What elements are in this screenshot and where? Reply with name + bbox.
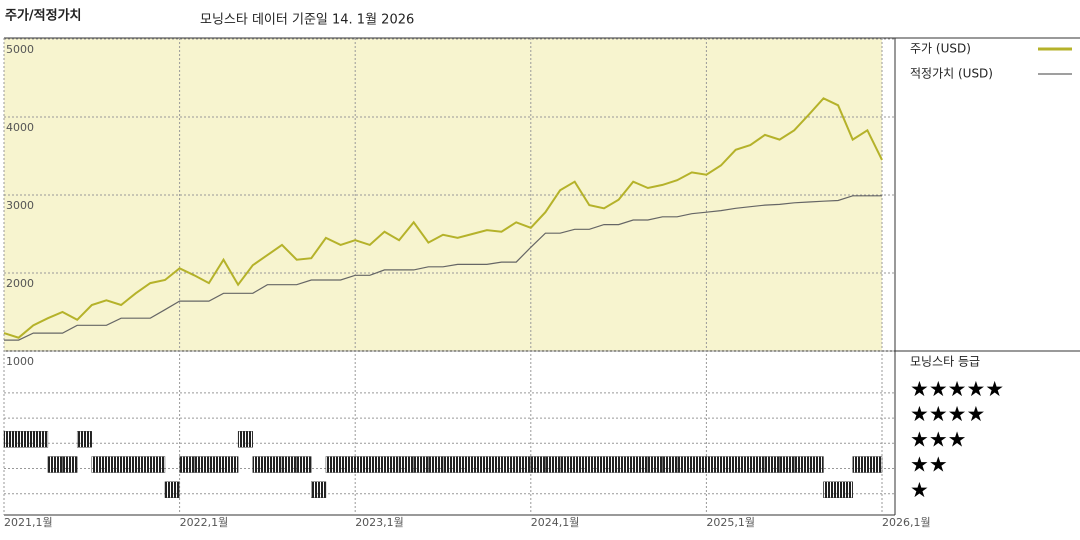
rating-bar [398,456,414,473]
rating-bar [794,456,810,473]
rating-bar [486,456,502,473]
rating-bar [281,456,297,473]
rating-bar [120,456,136,473]
rating-bar [618,456,634,473]
rating-bar [764,456,780,473]
rating-bar [691,456,707,473]
rating-bar [223,456,239,473]
rating-bar [589,456,605,473]
rating-bar [442,456,458,473]
rating-bar [296,456,312,473]
legend-label: 주가 (USD) [910,42,971,56]
y-tick-label: 3000 [6,199,34,212]
rating-bar [647,456,663,473]
x-tick-label: 2021,1월 [4,516,53,529]
x-tick-label: 2023,1월 [355,516,404,529]
rating-bar [208,456,224,473]
rating-bar [808,456,824,473]
plot-background [4,38,882,351]
rating-bar [91,456,107,473]
legend-label: 적정가치 (USD) [910,67,993,81]
rating-bar [706,456,722,473]
rating-bar [428,456,444,473]
rating-bar [545,456,561,473]
rating-bar [603,456,619,473]
rating-bar [267,456,283,473]
series-line [4,195,882,341]
series-line [3,97,883,339]
chart-subtitle: 모닝스타 데이터 기준일 14. 1월 2026 [200,13,414,28]
rating-bar [106,456,122,473]
x-tick-label: 2025,1월 [706,516,755,529]
rating-bar [867,456,883,473]
rating-bar [750,456,766,473]
rating-bar [852,456,868,473]
rating-bar [515,456,532,473]
y-tick-label: 4000 [6,121,34,134]
y-tick-label: ★★★ [910,427,966,451]
rating-bar [164,481,180,498]
rating-bar [135,456,151,473]
rating-bar [62,456,78,473]
rating-bar [837,481,853,498]
rating-bar [237,431,253,448]
rating-title: 모닝스타 등급 [910,355,980,369]
rating-bar [735,456,751,473]
rating-bar [574,456,590,473]
rating-bar [18,431,34,448]
y-tick-label: ★★★★★ [910,377,1004,401]
rating-bar [633,456,649,473]
rating-bar [33,431,49,448]
rating-bar [530,456,546,473]
y-tick-label: ★★★★ [910,402,985,426]
rating-bar [194,456,210,473]
rating-bar [76,431,92,448]
rating-bar [823,481,839,498]
y-tick-label: ★★ [910,453,948,477]
chart-title: 주가/적정가치 [5,8,82,24]
rating-bar [676,456,692,473]
rating-bar [150,456,166,473]
x-tick-label: 2026,1월 [882,516,931,529]
rating-bar [501,456,517,473]
y-tick-label: 5000 [6,43,34,56]
rating-bar [3,431,19,448]
rating-bar [355,456,371,473]
rating-bar [369,456,385,473]
y-tick-label: 1000 [6,355,34,368]
y-tick-label: ★ [910,478,929,502]
rating-bar [325,456,341,473]
rating-bar [472,456,488,473]
x-tick-label: 2022,1월 [180,516,229,529]
rating-bar [384,456,400,473]
rating-bar [340,456,356,473]
rating-bar [779,456,795,473]
y-tick-label: 2000 [6,277,34,290]
rating-bar [559,456,575,473]
rating-bar [252,456,268,473]
rating-bar [47,456,63,473]
rating-bar [662,456,678,473]
rating-bar [720,456,736,473]
rating-bar [413,456,429,473]
rating-bar [311,481,327,498]
rating-bar [179,456,195,473]
x-tick-label: 2024,1월 [531,516,580,529]
rating-bar [457,456,473,473]
